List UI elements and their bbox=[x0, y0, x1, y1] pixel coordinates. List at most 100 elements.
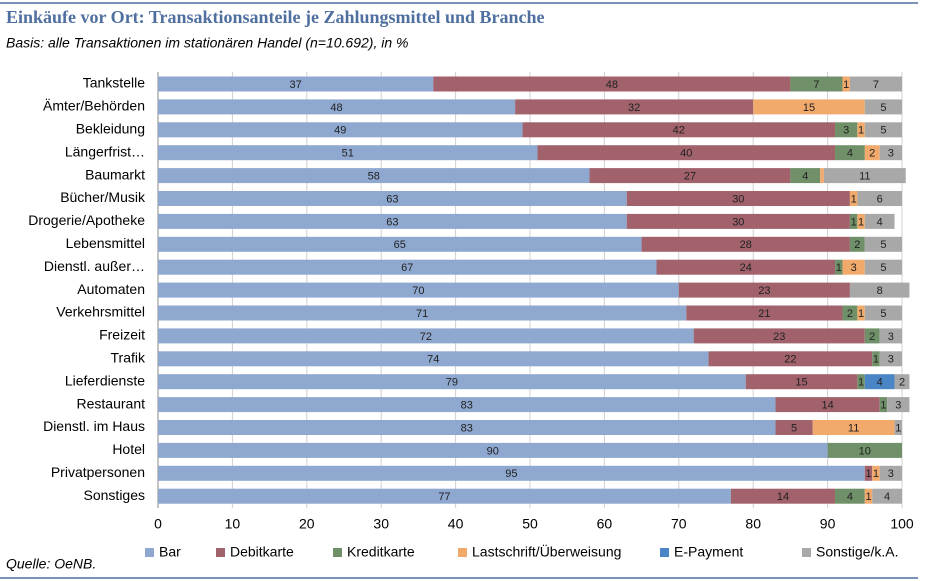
data-label: 58 bbox=[368, 171, 380, 183]
data-label: 90 bbox=[487, 445, 499, 457]
bar-segment bbox=[823, 168, 906, 184]
y-tick-label: Hotel bbox=[112, 441, 145, 457]
y-tick-label: Automaten bbox=[77, 281, 145, 297]
data-label: 5 bbox=[880, 262, 886, 274]
bar-segment bbox=[835, 488, 865, 504]
bar-segment bbox=[864, 259, 902, 275]
legend-label: Debitkarte bbox=[230, 544, 294, 560]
bar-segment bbox=[872, 465, 880, 481]
bar-segment bbox=[626, 191, 850, 206]
data-label: 23 bbox=[773, 331, 785, 343]
y-tick-label: Tankstelle bbox=[83, 75, 145, 91]
data-label: 3 bbox=[895, 400, 901, 412]
data-label: 74 bbox=[427, 354, 439, 366]
legend-label: Kreditkarte bbox=[347, 544, 415, 560]
data-label: 2 bbox=[899, 377, 905, 389]
x-tick-label: 0 bbox=[154, 516, 162, 532]
data-label: 8 bbox=[877, 285, 883, 297]
bar-segment bbox=[835, 145, 865, 161]
y-tick-label: Lebensmittel bbox=[66, 235, 145, 251]
bar-segment bbox=[864, 328, 880, 344]
data-label: 3 bbox=[888, 331, 894, 343]
chart-subtitle: Basis: alle Transaktionen im stationären… bbox=[6, 35, 408, 51]
bar-segment bbox=[537, 145, 836, 161]
legend-swatch bbox=[333, 548, 342, 557]
y-tick-label: Trafik bbox=[111, 350, 146, 366]
data-label: 7 bbox=[873, 79, 879, 91]
bar-segment bbox=[894, 374, 910, 390]
x-tick-label: 40 bbox=[448, 516, 464, 532]
bar-segment bbox=[158, 305, 687, 321]
x-tick-label: 100 bbox=[890, 516, 914, 532]
legend-swatch bbox=[802, 548, 811, 557]
y-tick-label: Lieferdienste bbox=[65, 372, 145, 388]
data-label: 3 bbox=[888, 354, 894, 366]
data-label: 14 bbox=[821, 400, 833, 412]
bar-segment bbox=[812, 420, 895, 435]
bar-segment bbox=[515, 99, 754, 115]
data-label: 1 bbox=[851, 216, 857, 228]
y-tick-label: Baumarkt bbox=[85, 166, 145, 182]
bar-segment bbox=[753, 99, 865, 115]
data-label: 28 bbox=[740, 239, 752, 251]
data-label: 5 bbox=[880, 308, 886, 320]
data-label: 1 bbox=[858, 308, 864, 320]
bar-segment bbox=[693, 328, 865, 344]
data-label: 22 bbox=[784, 354, 796, 366]
x-tick-label: 90 bbox=[820, 516, 836, 532]
data-label: 42 bbox=[673, 125, 685, 137]
chart-title: Einkäufe vor Ort: Transaktionsanteile je… bbox=[6, 7, 545, 27]
bar-segment bbox=[864, 305, 902, 321]
data-label: 63 bbox=[386, 216, 398, 228]
bar-segment bbox=[158, 374, 746, 390]
bar-segment bbox=[775, 397, 880, 413]
bar-segment bbox=[872, 351, 880, 367]
bar-segment bbox=[158, 236, 642, 252]
bar-segment bbox=[864, 213, 895, 229]
data-label: 2 bbox=[869, 148, 875, 160]
data-label: 37 bbox=[290, 79, 302, 91]
bar-segment bbox=[790, 76, 843, 92]
legend-swatch bbox=[660, 548, 669, 557]
data-label: 1 bbox=[873, 468, 879, 480]
bar-segment bbox=[158, 351, 709, 367]
x-tick-label: 30 bbox=[373, 516, 389, 532]
y-tick-label: Drogerie/Apotheke bbox=[28, 212, 145, 228]
data-label: 4 bbox=[847, 491, 853, 503]
data-label: 1 bbox=[836, 262, 842, 274]
data-label: 30 bbox=[732, 193, 744, 205]
y-tick-label: Privatpersonen bbox=[51, 464, 145, 480]
bar-segment bbox=[857, 305, 865, 321]
bar-segment bbox=[686, 305, 843, 321]
bar-segment bbox=[857, 374, 865, 390]
bar-segment bbox=[158, 122, 523, 138]
bar-segment bbox=[730, 488, 836, 504]
y-tick-label: Freizeit bbox=[99, 327, 145, 343]
bar-segment bbox=[849, 236, 865, 252]
data-label: 11 bbox=[848, 422, 859, 434]
bar-segment bbox=[790, 168, 821, 184]
data-label: 24 bbox=[740, 262, 752, 274]
bar-segment bbox=[879, 397, 888, 413]
bar-segment bbox=[158, 99, 516, 115]
data-label: 3 bbox=[888, 468, 894, 480]
bar-segment bbox=[158, 328, 694, 344]
bar-segment bbox=[857, 213, 865, 229]
bar-segment bbox=[857, 122, 865, 138]
bar-segment bbox=[708, 351, 873, 367]
bar-segment bbox=[842, 305, 858, 321]
data-label: 23 bbox=[758, 285, 770, 297]
bar-segment bbox=[678, 282, 850, 298]
data-label: 14 bbox=[777, 491, 789, 503]
y-tick-label: Ämter/Behörden bbox=[43, 98, 145, 114]
bar-segment bbox=[879, 351, 902, 367]
data-label: 30 bbox=[732, 216, 744, 228]
bar-segment bbox=[835, 122, 858, 138]
data-label: 5 bbox=[880, 102, 886, 114]
data-label: 11 bbox=[859, 171, 870, 183]
bar-segment bbox=[158, 397, 776, 413]
data-label: 1 bbox=[873, 354, 879, 366]
bar-segment bbox=[879, 465, 902, 481]
data-label: 1 bbox=[858, 125, 864, 137]
data-label: 2 bbox=[869, 331, 875, 343]
